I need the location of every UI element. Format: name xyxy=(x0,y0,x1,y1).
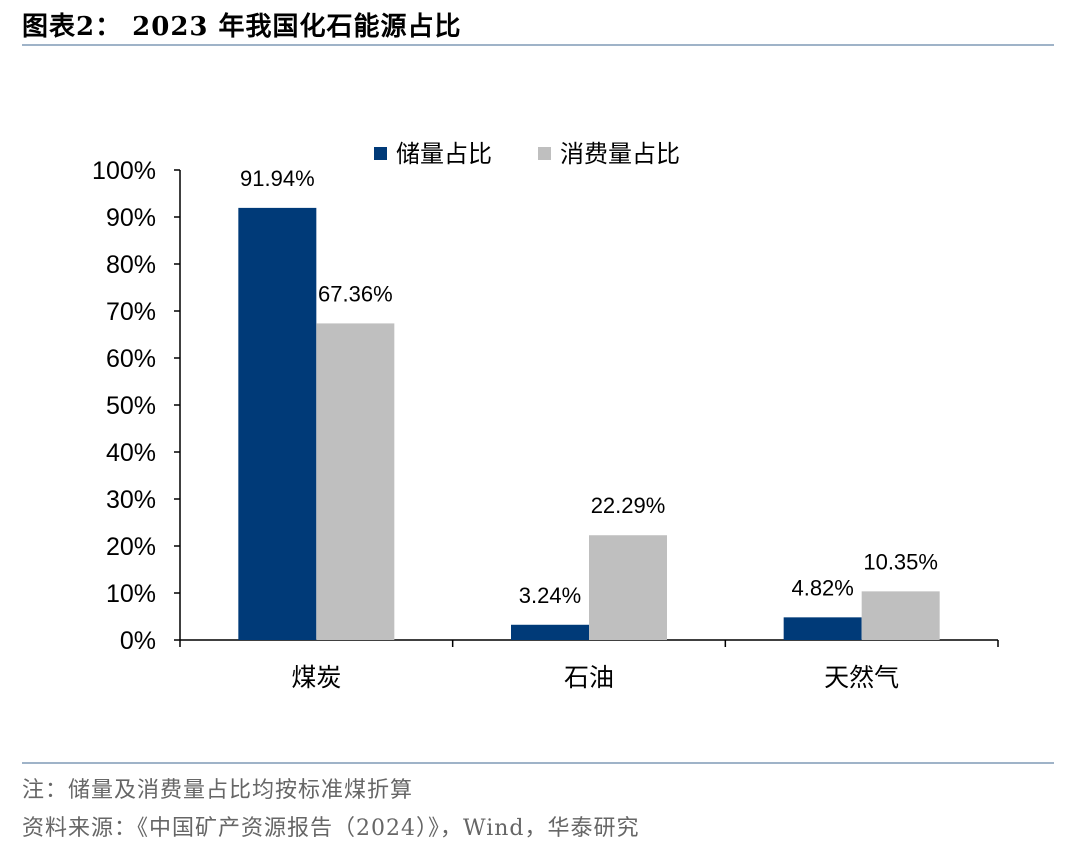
bar-chart: 0% 10% 20% 30% 40% 50% 60% 70% 80% 90% 100% 91.94% 6… xyxy=(92,140,999,692)
y-tick-label: 100% xyxy=(92,157,156,185)
y-tick-label: 10% xyxy=(106,580,156,608)
x-category-label: 石油 xyxy=(564,663,614,692)
bar-consumption xyxy=(589,535,667,640)
y-tick-label: 30% xyxy=(106,486,156,514)
y-tick-label: 80% xyxy=(106,251,156,279)
x-category-label: 天然气 xyxy=(824,663,899,692)
legend-swatch xyxy=(538,147,551,160)
bar-reserves xyxy=(238,207,317,640)
y-tick-label: 40% xyxy=(106,439,156,467)
chart-note: 注：储量及消费量占比均按标准煤折算 xyxy=(22,778,414,803)
legend-label: 储量占比 xyxy=(396,140,492,168)
bar-consumption xyxy=(861,591,940,640)
data-label: 91.94% xyxy=(240,166,315,191)
data-label: 3.24% xyxy=(519,583,581,608)
y-tick-label: 70% xyxy=(106,298,156,326)
legend-label: 消费量占比 xyxy=(560,140,680,168)
y-tick-label: 0% xyxy=(120,627,156,655)
bar-reserves xyxy=(783,617,862,640)
x-category-label: 煤炭 xyxy=(291,663,341,692)
y-tick-label: 90% xyxy=(106,204,156,232)
data-label: 67.36% xyxy=(318,281,393,306)
data-label: 4.82% xyxy=(791,575,853,600)
footer-divider xyxy=(22,762,1054,764)
data-label: 22.29% xyxy=(591,493,666,518)
y-tick-label: 20% xyxy=(106,533,156,561)
legend-swatch xyxy=(374,147,387,160)
data-label: 10.35% xyxy=(863,549,938,574)
chart-source: 资料来源：《中国矿产资源报告（2024）》，Wind，华泰研究 xyxy=(22,816,640,841)
y-tick-label: 60% xyxy=(106,345,156,373)
bar-consumption xyxy=(316,323,395,640)
y-tick-label: 50% xyxy=(106,392,156,420)
page-title: 图表2： 2023 年我国化石能源占比 xyxy=(22,12,462,42)
title-divider xyxy=(22,44,1054,46)
bar-reserves xyxy=(511,624,589,640)
